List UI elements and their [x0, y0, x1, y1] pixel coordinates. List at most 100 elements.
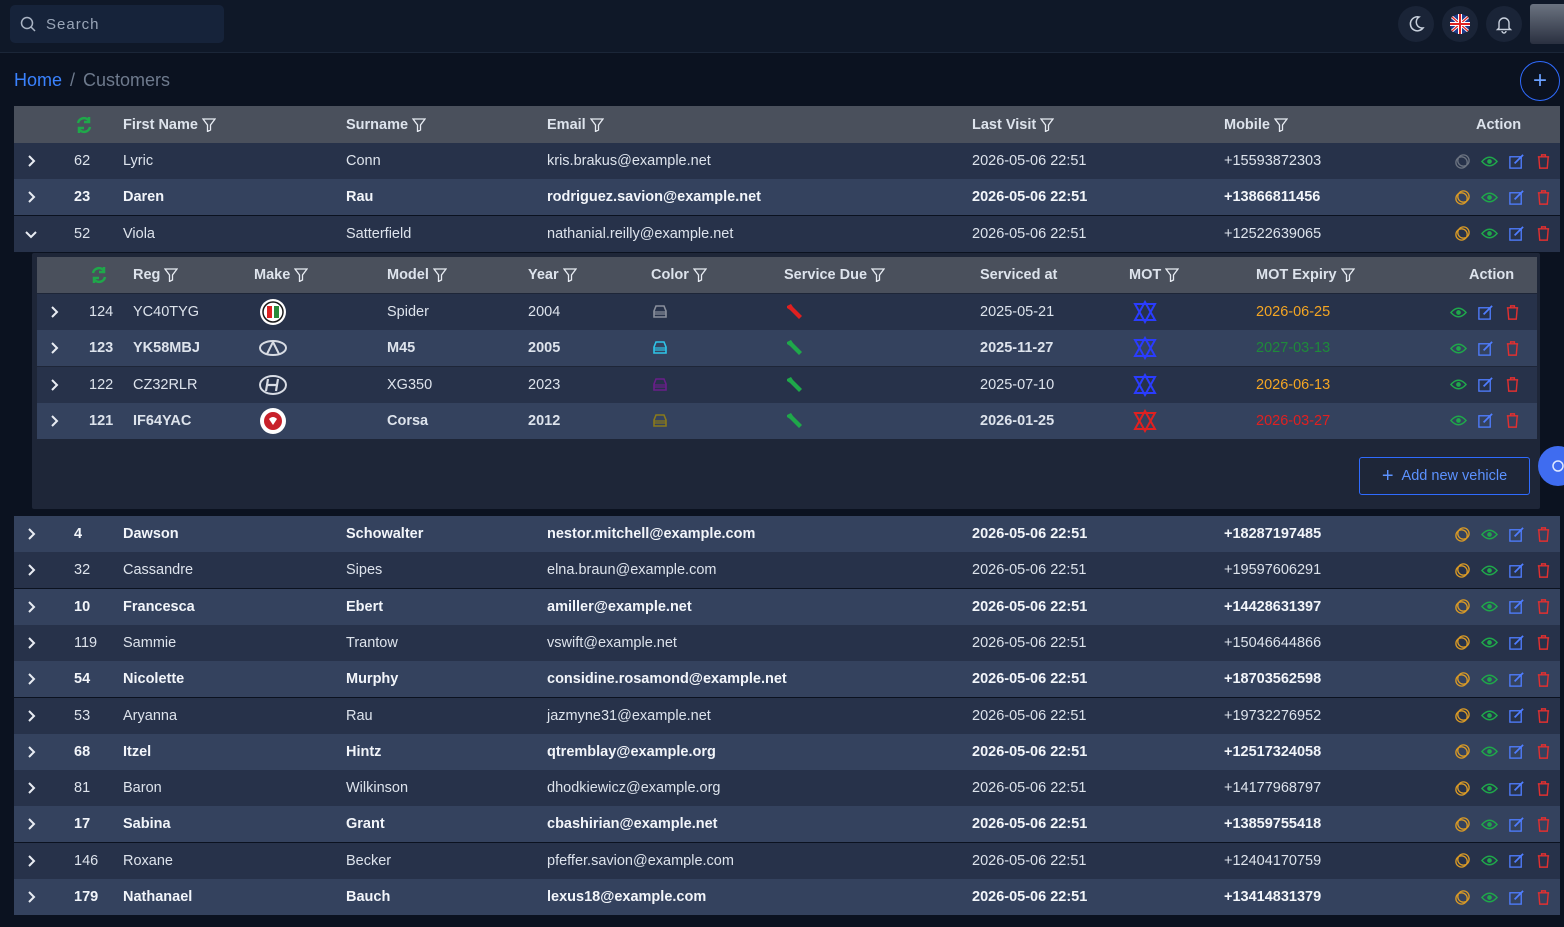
edit-icon[interactable] — [1508, 889, 1525, 906]
search-box[interactable] — [10, 5, 224, 43]
delete-icon[interactable] — [1535, 743, 1552, 760]
filter-icon[interactable] — [294, 268, 309, 283]
header-email[interactable]: Email — [547, 117, 604, 133]
edit-icon[interactable] — [1508, 707, 1525, 724]
edit-icon[interactable] — [1477, 340, 1494, 357]
eye-icon[interactable] — [1481, 671, 1498, 688]
chevron-right-icon[interactable] — [24, 745, 38, 759]
filter-icon[interactable] — [164, 268, 179, 283]
eye-icon[interactable] — [1481, 889, 1498, 906]
filter-icon[interactable] — [1273, 118, 1288, 132]
table-row[interactable]: 179 Nathanael Bauch lexus18@example.com … — [14, 879, 1560, 915]
coin-icon[interactable] — [1454, 780, 1471, 797]
coin-icon[interactable] — [1454, 816, 1471, 833]
chevron-right-icon[interactable] — [24, 600, 38, 614]
delete-icon[interactable] — [1535, 153, 1552, 170]
table-row[interactable]: 32 Cassandre Sipes elna.braun@example.co… — [14, 552, 1560, 589]
eye-icon[interactable] — [1481, 707, 1498, 724]
edit-icon[interactable] — [1508, 671, 1525, 688]
delete-icon[interactable] — [1535, 852, 1552, 869]
eye-icon[interactable] — [1481, 598, 1498, 615]
chevron-right-icon[interactable] — [47, 414, 61, 428]
dark-mode-toggle[interactable] — [1398, 6, 1434, 42]
language-selector[interactable] — [1442, 6, 1478, 42]
table-row[interactable]: 124 YC40TYG Spider 2004 2025-05-21 2026-… — [37, 294, 1537, 330]
edit-icon[interactable] — [1508, 153, 1525, 170]
eye-icon[interactable] — [1450, 412, 1467, 429]
search-input[interactable] — [46, 15, 206, 33]
filter-icon[interactable] — [1165, 268, 1180, 283]
coin-icon[interactable] — [1454, 743, 1471, 760]
edit-icon[interactable] — [1477, 376, 1494, 393]
edit-icon[interactable] — [1508, 634, 1525, 651]
table-row[interactable]: 23 Daren Rau rodriguez.savion@example.ne… — [14, 179, 1560, 216]
edit-icon[interactable] — [1508, 189, 1525, 206]
delete-icon[interactable] — [1535, 189, 1552, 206]
breadcrumb-home[interactable]: Home — [14, 70, 63, 90]
add-customer-button[interactable]: + — [1520, 61, 1560, 101]
avatar[interactable] — [1530, 4, 1564, 44]
header-service-due[interactable]: Service Due — [784, 267, 886, 283]
edit-icon[interactable] — [1508, 816, 1525, 833]
table-row[interactable]: 52 Viola Satterfield nathanial.reilly@ex… — [14, 215, 1560, 252]
add-vehicle-button[interactable]: + Add new vehicle — [1359, 457, 1530, 495]
coin-icon[interactable] — [1454, 562, 1471, 579]
edit-icon[interactable] — [1508, 852, 1525, 869]
coin-icon[interactable] — [1454, 526, 1471, 543]
chevron-right-icon[interactable] — [24, 527, 38, 541]
eye-icon[interactable] — [1481, 780, 1498, 797]
filter-icon[interactable] — [562, 268, 577, 283]
header-color[interactable]: Color — [651, 267, 707, 283]
header-last-visit[interactable]: Last Visit — [972, 117, 1055, 133]
delete-icon[interactable] — [1504, 376, 1521, 393]
table-row[interactable]: 121 IF64YAC Corsa 2012 2026-01-25 2026-0… — [37, 402, 1537, 439]
chevron-right-icon[interactable] — [24, 709, 38, 723]
header-mot-expiry[interactable]: MOT Expiry — [1256, 267, 1355, 283]
chevron-right-icon[interactable] — [47, 378, 61, 392]
delete-icon[interactable] — [1535, 225, 1552, 242]
coin-icon[interactable] — [1454, 225, 1471, 242]
edit-icon[interactable] — [1508, 598, 1525, 615]
delete-icon[interactable] — [1504, 340, 1521, 357]
delete-icon[interactable] — [1535, 780, 1552, 797]
filter-icon[interactable] — [1040, 118, 1055, 132]
edit-icon[interactable] — [1477, 412, 1494, 429]
table-row[interactable]: 119 Sammie Trantow vswift@example.net 20… — [14, 624, 1560, 661]
chevron-right-icon[interactable] — [24, 563, 38, 577]
chevron-right-icon[interactable] — [24, 154, 38, 168]
eye-icon[interactable] — [1481, 634, 1498, 651]
coin-icon[interactable] — [1454, 852, 1471, 869]
table-row[interactable]: 68 Itzel Hintz qtremblay@example.org 202… — [14, 733, 1560, 770]
table-row[interactable]: 54 Nicolette Murphy considine.rosamond@e… — [14, 661, 1560, 698]
chevron-right-icon[interactable] — [24, 636, 38, 650]
delete-icon[interactable] — [1535, 889, 1552, 906]
eye-icon[interactable] — [1450, 376, 1467, 393]
chevron-right-icon[interactable] — [24, 781, 38, 795]
table-row[interactable]: 4 Dawson Schowalter nestor.mitchell@exam… — [14, 516, 1560, 552]
filter-icon[interactable] — [432, 268, 447, 283]
edit-icon[interactable] — [1508, 562, 1525, 579]
table-row[interactable]: 62 Lyric Conn kris.brakus@example.net 20… — [14, 143, 1560, 179]
header-surname[interactable]: Surname — [346, 117, 427, 133]
header-year[interactable]: Year — [528, 267, 577, 283]
eye-icon[interactable] — [1481, 153, 1498, 170]
coin-icon[interactable] — [1454, 634, 1471, 651]
settings-tab[interactable] — [1538, 446, 1564, 486]
table-row[interactable]: 10 Francesca Ebert amiller@example.net 2… — [14, 588, 1560, 625]
coin-icon[interactable] — [1454, 189, 1471, 206]
table-row[interactable]: 123 YK58MBJ M45 2005 2025-11-27 2027-03-… — [37, 330, 1537, 367]
eye-icon[interactable] — [1481, 225, 1498, 242]
header-first-name[interactable]: First Name — [123, 117, 216, 133]
edit-icon[interactable] — [1508, 225, 1525, 242]
edit-icon[interactable] — [1477, 304, 1494, 321]
delete-icon[interactable] — [1535, 598, 1552, 615]
header-reg[interactable]: Reg — [133, 267, 179, 283]
refresh-icon[interactable] — [89, 265, 109, 285]
filter-icon[interactable] — [201, 118, 216, 132]
refresh-icon[interactable] — [74, 115, 94, 135]
filter-icon[interactable] — [1340, 268, 1355, 283]
edit-icon[interactable] — [1508, 526, 1525, 543]
eye-icon[interactable] — [1481, 743, 1498, 760]
coin-icon[interactable] — [1454, 707, 1471, 724]
edit-icon[interactable] — [1508, 780, 1525, 797]
